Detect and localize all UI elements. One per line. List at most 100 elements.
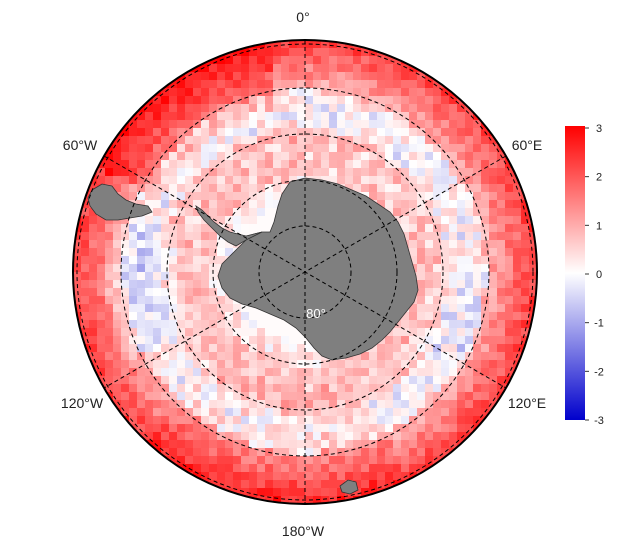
field-cell — [377, 112, 386, 121]
field-cell — [249, 304, 258, 313]
field-cell — [449, 328, 458, 337]
field-cell — [441, 328, 450, 337]
field-cell — [161, 112, 170, 121]
field-cell — [481, 336, 490, 345]
field-cell — [73, 288, 82, 297]
field-cell — [305, 144, 314, 153]
field-cell — [345, 56, 354, 65]
field-cell — [433, 104, 442, 113]
field-cell — [353, 56, 362, 65]
field-cell — [425, 208, 434, 217]
field-cell — [289, 368, 298, 377]
field-cell — [193, 232, 202, 241]
field-cell — [225, 368, 234, 377]
field-cell — [449, 368, 458, 377]
field-cell — [481, 328, 490, 337]
field-cell — [321, 432, 330, 441]
field-cell — [449, 104, 458, 113]
field-cell — [225, 200, 234, 209]
field-cell — [137, 384, 146, 393]
field-cell — [161, 200, 170, 209]
field-cell — [153, 200, 162, 209]
field-cell — [209, 400, 218, 409]
field-cell — [489, 328, 498, 337]
field-cell — [193, 376, 202, 385]
field-cell — [89, 272, 98, 281]
field-cell — [185, 328, 194, 337]
field-cell — [113, 312, 122, 321]
field-cell — [233, 120, 242, 129]
field-cell — [369, 400, 378, 409]
field-cell — [289, 440, 298, 449]
field-cell — [505, 296, 514, 305]
field-cell — [297, 160, 306, 169]
field-cell — [249, 72, 258, 81]
field-cell — [281, 96, 290, 105]
field-cell — [489, 416, 498, 425]
field-cell — [337, 152, 346, 161]
lon-label-right-upper: 60°E — [512, 137, 543, 153]
field-cell — [369, 496, 378, 504]
field-cell — [409, 376, 418, 385]
field-cell — [169, 392, 178, 401]
field-cell — [401, 400, 410, 409]
field-cell — [417, 104, 426, 113]
field-cell — [361, 352, 370, 361]
field-cell — [241, 344, 250, 353]
field-cell — [105, 384, 114, 393]
field-cell — [185, 272, 194, 281]
field-cell — [89, 256, 98, 265]
field-cell — [297, 48, 306, 57]
field-cell — [393, 216, 402, 225]
field-cell — [305, 384, 314, 393]
field-cell — [177, 320, 186, 329]
field-cell — [121, 424, 130, 433]
field-cell — [177, 424, 186, 433]
field-cell — [377, 408, 386, 417]
field-cell — [177, 352, 186, 361]
field-cell — [145, 168, 154, 177]
field-cell — [409, 304, 418, 313]
field-cell — [193, 336, 202, 345]
field-cell — [241, 424, 250, 433]
field-cell — [153, 312, 162, 321]
field-cell — [473, 176, 482, 185]
latitude-circle-80 — [258, 225, 352, 319]
field-cell — [465, 144, 474, 153]
field-cell — [281, 144, 290, 153]
field-cell — [145, 448, 154, 457]
field-cell — [489, 216, 498, 225]
field-cell — [489, 312, 498, 321]
field-cell — [401, 168, 410, 177]
field-cell — [473, 384, 482, 393]
field-cell — [417, 232, 426, 241]
field-cell — [489, 368, 498, 377]
field-cell — [449, 168, 458, 177]
field-cell — [113, 152, 122, 161]
field-cell — [441, 440, 450, 449]
field-cell — [89, 208, 98, 217]
field-cell — [193, 352, 202, 361]
field-cell — [113, 352, 122, 361]
field-cell — [393, 440, 402, 449]
field-cell — [441, 240, 450, 249]
field-cell — [465, 176, 474, 185]
field-cell — [449, 288, 458, 297]
field-cell — [209, 392, 218, 401]
field-cell — [193, 96, 202, 105]
field-cell — [105, 344, 114, 353]
field-cell — [425, 376, 434, 385]
field-cell — [225, 296, 234, 305]
field-cell — [369, 128, 378, 137]
field-cell — [473, 160, 482, 169]
field-cell — [289, 416, 298, 425]
field-cell — [409, 120, 418, 129]
field-cell — [337, 120, 346, 129]
field-cell — [105, 240, 114, 249]
field-cell — [217, 336, 226, 345]
field-cell — [457, 272, 466, 281]
field-cell — [337, 432, 346, 441]
field-cell — [193, 384, 202, 393]
field-cell — [169, 304, 178, 313]
field-cell — [465, 392, 474, 401]
